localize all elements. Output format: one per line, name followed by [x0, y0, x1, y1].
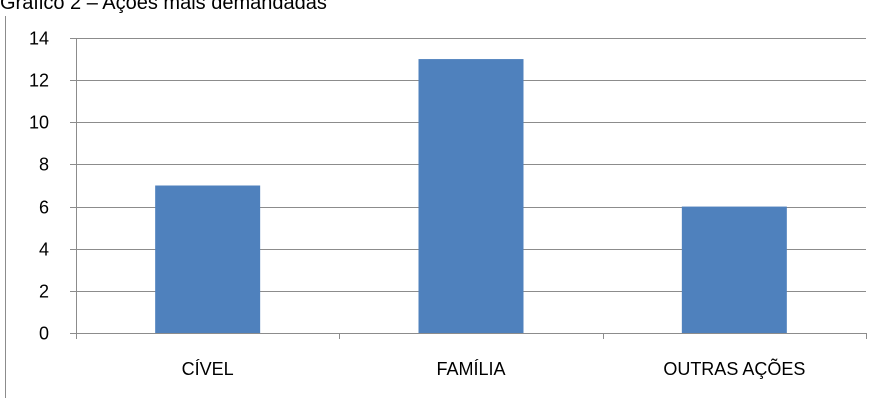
y-tick-label-6: 6	[39, 198, 49, 218]
y-tick-label-12: 12	[29, 71, 49, 91]
y-tick-label-2: 2	[39, 282, 49, 302]
x-category-label-0: CÍVEL	[182, 359, 234, 379]
y-tick-label-8: 8	[39, 155, 49, 175]
x-category-label-2: OUTRAS AÇÕES	[663, 358, 805, 379]
y-tick-label-10: 10	[29, 113, 49, 133]
bar-família	[418, 59, 524, 333]
y-tick-label-4: 4	[39, 240, 49, 260]
y-tick-label-0: 0	[39, 324, 49, 344]
chart-caption: Gráfico 2 – Ações mais demandadas	[0, 0, 327, 14]
x-category-label-1: FAMÍLIA	[436, 359, 505, 379]
bar-cível	[155, 185, 261, 333]
y-tick-label-14: 14	[29, 29, 49, 49]
bar-outras-ações	[681, 206, 787, 333]
chart-frame	[5, 16, 883, 398]
